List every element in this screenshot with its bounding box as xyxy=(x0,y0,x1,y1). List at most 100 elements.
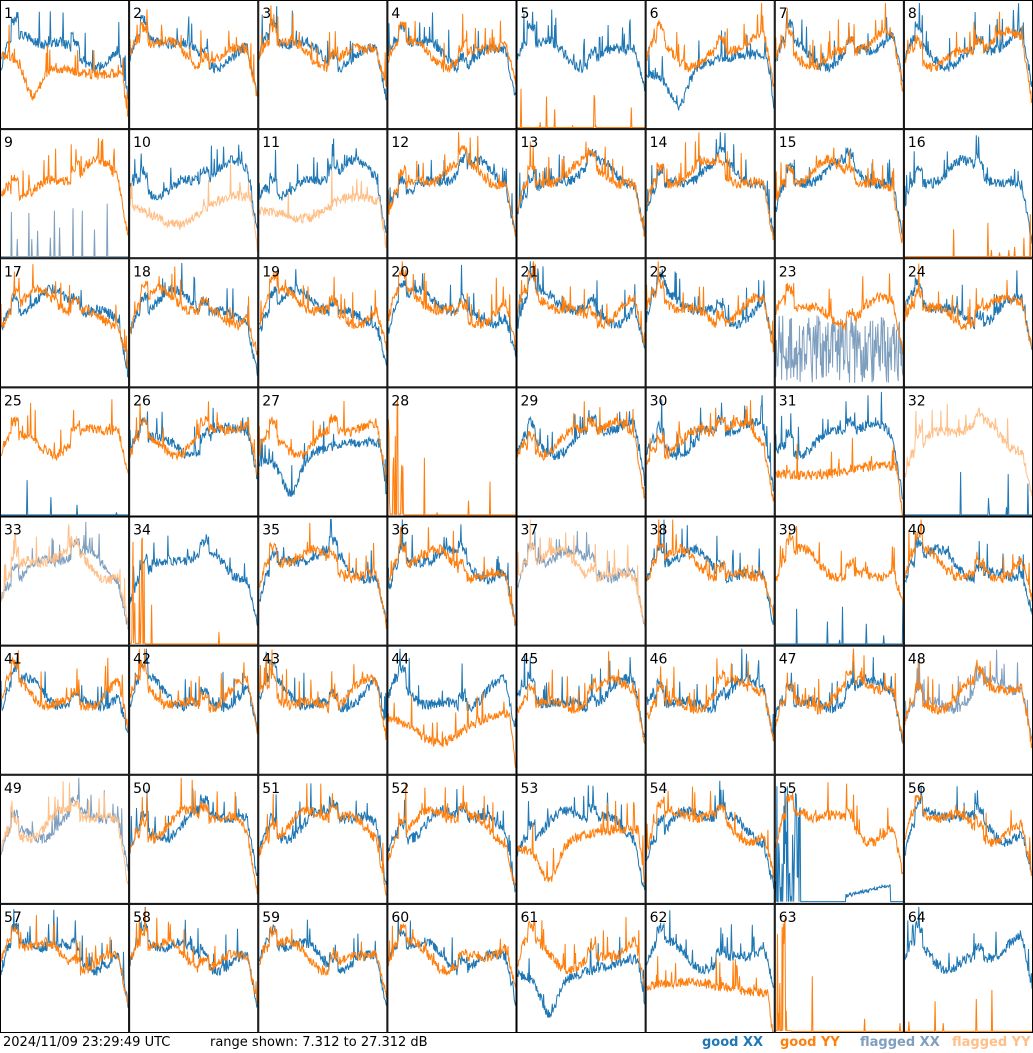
panel-41-label: 41 xyxy=(4,652,22,668)
panel-45-xx-trace xyxy=(517,653,646,738)
panel-41: 41 xyxy=(0,645,130,775)
panel-55-frame xyxy=(774,774,904,904)
panel-55-xx-trace xyxy=(775,786,903,903)
panel-14-label: 14 xyxy=(650,135,668,151)
panel-35: 35 xyxy=(258,516,388,646)
panel-43: 43 xyxy=(258,645,388,775)
panel-41-yy-trace xyxy=(0,650,129,729)
panel-63-frame xyxy=(774,903,904,1033)
panel-18-yy-trace xyxy=(129,266,258,355)
panel-48-yy-trace xyxy=(904,659,1033,749)
timestamp: 2024/11/09 23:29:49 UTC xyxy=(3,1035,171,1050)
panel-14: 14 xyxy=(645,129,775,259)
panel-25-yy-trace xyxy=(0,399,129,474)
panel-43-frame xyxy=(258,645,388,775)
panel-59-yy-trace xyxy=(259,925,387,998)
panel-38-label: 38 xyxy=(650,523,668,539)
panel-9-frame xyxy=(0,129,130,259)
panel-64: 64 xyxy=(903,903,1033,1033)
panel-2: 2 xyxy=(129,0,259,130)
panel-8-xx-trace xyxy=(904,2,1033,87)
panel-17-yy-trace xyxy=(0,264,129,368)
panel-10-xx-trace xyxy=(129,144,258,229)
panel-10-label: 10 xyxy=(133,135,151,151)
panel-4: 4 xyxy=(387,0,517,130)
panel-47-xx-trace xyxy=(775,657,904,744)
panel-60-frame xyxy=(387,903,517,1033)
panel-56-label: 56 xyxy=(908,781,926,797)
legend-flagged-yy: flagged YY xyxy=(952,1035,1031,1050)
panel-33-yy-trace xyxy=(0,524,129,627)
panel-44-frame xyxy=(387,645,517,775)
panel-36-frame xyxy=(387,516,517,646)
panel-33-frame xyxy=(0,516,130,646)
panel-20: 20 xyxy=(387,258,517,388)
panel-2-label: 2 xyxy=(133,6,142,22)
panel-53-frame xyxy=(516,774,646,904)
panel-2-frame xyxy=(129,0,259,130)
panel-32-yy-trace xyxy=(904,403,1033,497)
panel-6-label: 6 xyxy=(650,6,659,22)
panel-51-xx-trace xyxy=(258,783,387,885)
panel-7-label: 7 xyxy=(779,6,788,22)
panel-62: 62 xyxy=(645,903,775,1033)
panel-1-yy-trace xyxy=(0,24,129,117)
panel-3-yy-trace xyxy=(258,5,387,87)
panel-16-yy-trace xyxy=(904,214,1032,258)
panel-6: 6 xyxy=(645,0,775,130)
panel-53-yy-trace xyxy=(517,800,646,885)
panel-58-label: 58 xyxy=(133,910,151,926)
panel-54-label: 54 xyxy=(650,781,668,797)
panel-19-label: 19 xyxy=(262,264,280,280)
panel-7-xx-trace xyxy=(775,11,904,82)
panel-55-label: 55 xyxy=(779,781,797,797)
panel-35-xx-trace xyxy=(258,519,387,623)
panel-2-yy-trace xyxy=(129,9,258,96)
panel-32: 32 xyxy=(903,387,1033,517)
panel-42: 42 xyxy=(129,645,259,775)
panel-12-xx-trace xyxy=(387,149,516,233)
panel-61-xx-trace xyxy=(517,936,646,1018)
panel-3-label: 3 xyxy=(262,6,271,22)
panel-48: 48 xyxy=(903,645,1033,775)
panel-49-yy-trace xyxy=(0,781,129,885)
panel-1-label: 1 xyxy=(4,6,13,22)
panel-11-frame xyxy=(258,129,388,259)
panel-36-yy-trace xyxy=(387,527,516,625)
panel-21-label: 21 xyxy=(521,264,539,280)
panel-20-label: 20 xyxy=(391,264,409,280)
legend-good-xx: good XX xyxy=(702,1035,764,1050)
panel-36-label: 36 xyxy=(391,523,409,539)
panel-39: 39 xyxy=(774,516,904,646)
panel-18-xx-trace xyxy=(129,262,258,376)
panel-59-xx-trace xyxy=(258,919,387,1006)
panel-19: 19 xyxy=(258,258,388,388)
panel-11-xx-trace xyxy=(258,138,387,233)
panel-50-label: 50 xyxy=(133,781,151,797)
legend-good-yy: good YY xyxy=(780,1035,840,1050)
panel-4-yy-trace xyxy=(387,13,516,85)
panel-7-yy-trace xyxy=(775,2,904,92)
panel-48-label: 48 xyxy=(908,652,926,668)
panel-37-xx-trace xyxy=(517,530,646,625)
panel-11-label: 11 xyxy=(262,135,280,151)
panel-31-label: 31 xyxy=(779,393,797,409)
panel-46-yy-trace xyxy=(646,658,775,741)
panel-23-label: 23 xyxy=(779,264,797,280)
panel-34-yy-trace xyxy=(130,537,258,645)
panel-15-yy-trace xyxy=(775,147,904,244)
panel-42-yy-trace xyxy=(129,648,258,735)
panel-31: 31 xyxy=(774,387,904,517)
panel-27: 27 xyxy=(258,387,388,517)
panel-16: 16 xyxy=(903,129,1033,259)
panel-63: 63 xyxy=(774,903,904,1033)
panel-57-frame xyxy=(0,903,130,1033)
panel-52-xx-trace xyxy=(387,788,516,893)
panel-57-yy-trace xyxy=(0,915,129,1005)
panel-43-label: 43 xyxy=(262,652,280,668)
panel-37-frame xyxy=(516,516,646,646)
panel-23-xx-trace xyxy=(775,315,904,383)
panel-17-frame xyxy=(0,258,130,388)
panel-49: 49 xyxy=(0,774,130,904)
panel-61-frame xyxy=(516,903,646,1033)
